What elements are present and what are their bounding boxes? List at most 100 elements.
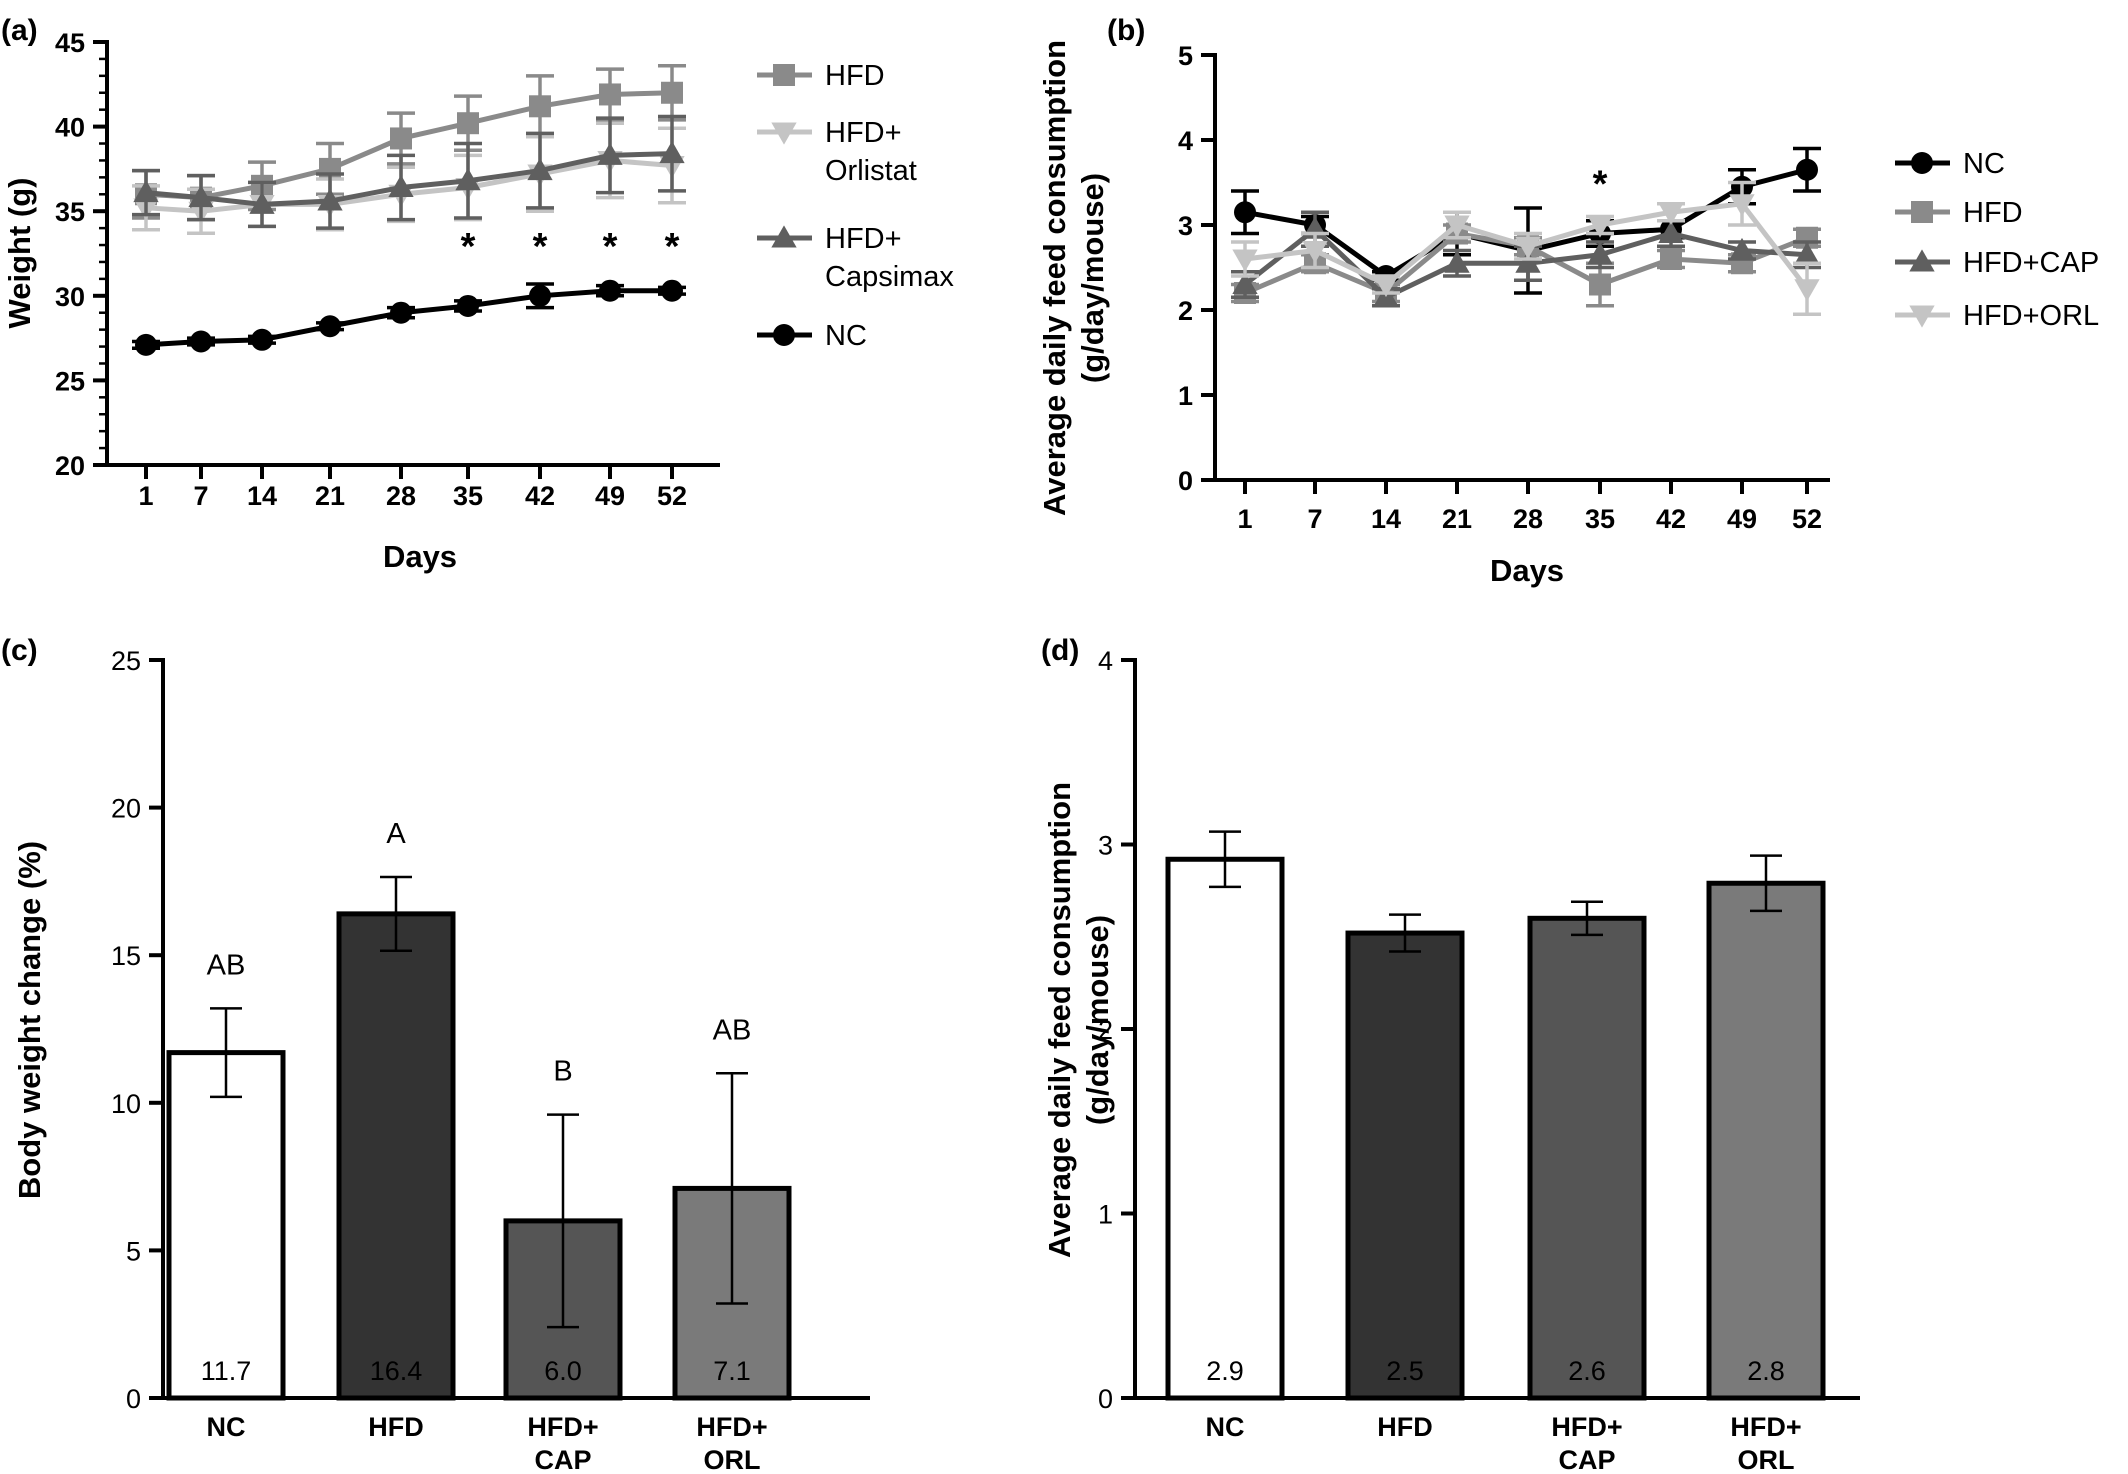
y-axis-title: Average daily feed consumption [1042, 782, 1077, 1258]
data-point [1515, 236, 1541, 259]
data-point [190, 330, 212, 353]
bar-chart-c: (c) 0 5 10 15 20 25 Body weight change (%) 11.7 A… [1, 634, 870, 1474]
line-chart-a: (a) 20 25 30 35 40 45 1 7 14 21 28 35 42 49 52 Days Weigh… [1, 14, 954, 574]
bar-value-label: 2.9 [1206, 1356, 1244, 1386]
data-point [319, 315, 341, 338]
y-tick-label: 1 [1178, 381, 1193, 411]
y-tick-label: 0 [1098, 1384, 1113, 1414]
bar [166, 1050, 286, 1401]
y-tick-label: 15 [111, 941, 141, 971]
x-tick-label: 1 [1237, 504, 1252, 534]
series-hfd-orl [1231, 180, 1821, 316]
legend-label: NC [825, 320, 867, 352]
data-point [529, 95, 551, 118]
x-tick-label: 14 [247, 481, 277, 511]
data-point [249, 191, 275, 214]
category-label: NC [1206, 1412, 1245, 1442]
data-point [1729, 237, 1755, 260]
category-label: ORL [1738, 1445, 1795, 1474]
bar-value-label: 6.0 [544, 1356, 582, 1386]
x-tick-label: 21 [315, 481, 345, 511]
y-tick-label: 2 [1098, 1015, 1113, 1045]
data-point [1587, 242, 1613, 265]
x-tick-label: 28 [1513, 504, 1543, 534]
data-point [659, 141, 685, 164]
y-tick-label: 0 [1178, 466, 1193, 496]
data-point [1515, 250, 1541, 273]
y-tick-label: 25 [111, 646, 141, 676]
significance-star: * [603, 226, 618, 268]
legend-label: Capsimax [825, 261, 954, 293]
data-point [1794, 279, 1820, 302]
legend-marker [1909, 249, 1935, 272]
category-label: HFD+ [1730, 1412, 1801, 1442]
significance-letter: B [553, 1056, 572, 1088]
y-tick-label: 45 [55, 28, 85, 58]
significance-letter: A [386, 818, 406, 850]
y-tick-label: 4 [1178, 126, 1193, 156]
data-point [135, 333, 157, 356]
legend-label: NC [1963, 148, 2005, 180]
data-point [1302, 241, 1328, 264]
significance-letter: AB [207, 949, 246, 981]
category-label: HFD+ [527, 1412, 598, 1442]
data-point [599, 279, 621, 302]
data-point [1796, 158, 1818, 181]
legend-label: HFD+ [825, 223, 902, 255]
bar [1345, 930, 1465, 1401]
data-point [529, 284, 551, 307]
significance-star: * [1593, 164, 1608, 206]
y-tick-label: 5 [126, 1236, 141, 1266]
legend-marker [773, 324, 795, 346]
bar [336, 911, 456, 1401]
category-label: HFD+ [1551, 1412, 1622, 1442]
data-point [390, 127, 412, 150]
significance-letter: AB [713, 1014, 752, 1046]
data-point [317, 188, 343, 211]
legend-label: HFD+ [825, 117, 902, 149]
y-tick-label: 20 [55, 451, 85, 481]
y-tick-label: 5 [1178, 41, 1193, 71]
data-point [661, 81, 683, 104]
legend-label: HFD+CAP [1963, 247, 2099, 279]
data-point [1658, 220, 1684, 243]
x-tick-label: 42 [1656, 504, 1686, 534]
bar [1527, 915, 1647, 1401]
data-point [390, 301, 412, 324]
series-hfd-capsimax [132, 114, 686, 230]
data-point [1794, 242, 1820, 265]
y-axis-title: Weight (g) [2, 178, 37, 329]
data-point [188, 185, 214, 208]
data-point [527, 157, 553, 181]
x-tick-label: 1 [138, 481, 153, 511]
data-point [457, 294, 479, 317]
y-tick-label: 3 [1178, 211, 1193, 241]
y-tick-label: 35 [55, 197, 85, 227]
data-point [1234, 201, 1256, 224]
data-point [457, 112, 479, 135]
series-hfd-cap [1231, 210, 1821, 308]
y-tick-label: 40 [55, 113, 85, 143]
bar-chart-d: (d) 0 1 2 3 4 Average daily feed consumption (g… [1041, 634, 1860, 1474]
bar-value-label: 7.1 [713, 1356, 751, 1386]
category-label: HFD [368, 1412, 424, 1442]
legend-marker [1911, 152, 1933, 174]
legend-marker [771, 225, 797, 248]
panel-label: (b) [1107, 14, 1145, 47]
data-point [661, 279, 683, 302]
data-point [1729, 194, 1755, 217]
panel-label: (d) [1041, 634, 1079, 667]
data-point [388, 174, 414, 197]
bar-value-label: 2.8 [1747, 1356, 1785, 1386]
legend-marker [771, 122, 797, 145]
data-point [597, 142, 623, 165]
legend: HFD HFD+ Orlistat HFD+ Capsimax NC [757, 60, 954, 352]
data-point [1444, 215, 1470, 238]
x-tick-label: 7 [193, 481, 208, 511]
bar [1165, 856, 1285, 1401]
x-tick-label: 28 [386, 481, 416, 511]
x-tick-label: 7 [1307, 504, 1322, 534]
data-point [133, 179, 159, 203]
y-tick-label: 1 [1098, 1200, 1113, 1230]
